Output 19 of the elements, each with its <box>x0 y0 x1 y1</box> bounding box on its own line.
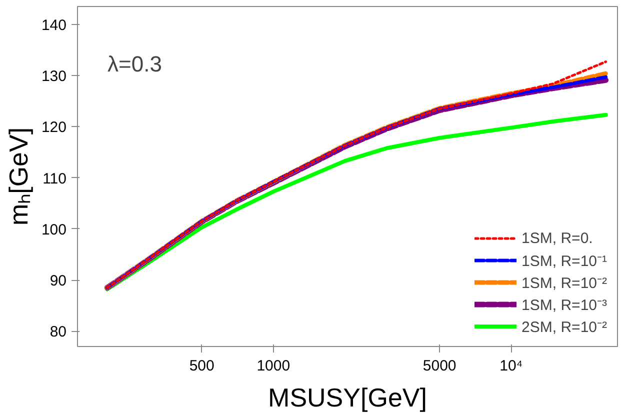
x-axis-title: MSUSY[GeV] <box>268 382 427 412</box>
y-tick-label: 140 <box>41 16 67 34</box>
y-tick-label: 120 <box>41 119 67 136</box>
annotation: λ=0.3 <box>108 52 162 76</box>
y-tick-label: 130 <box>41 68 67 86</box>
x-tick-label: 5000 <box>422 358 456 374</box>
legend-label: 1SM, R=10⁻¹ <box>522 252 607 270</box>
legend-label: 1SM, R=0. <box>522 230 593 246</box>
legend-label: 1SM, R=10⁻² <box>522 274 607 292</box>
legend-label: 1SM, R=10⁻³ <box>522 296 607 314</box>
x-tick-label: 1000 <box>256 358 290 374</box>
x-tick-label: 10⁴ <box>500 358 523 374</box>
y-tick-label: 90 <box>50 272 67 290</box>
y-tick-label: 110 <box>42 170 67 188</box>
y-tick-label: 100 <box>41 221 67 238</box>
y-tick-label: 80 <box>50 324 67 341</box>
x-tick-label: 500 <box>189 358 214 374</box>
y-axis-title: mₕ[GeV] <box>3 127 34 226</box>
legend-label: 2SM, R=10⁻² <box>522 318 607 336</box>
